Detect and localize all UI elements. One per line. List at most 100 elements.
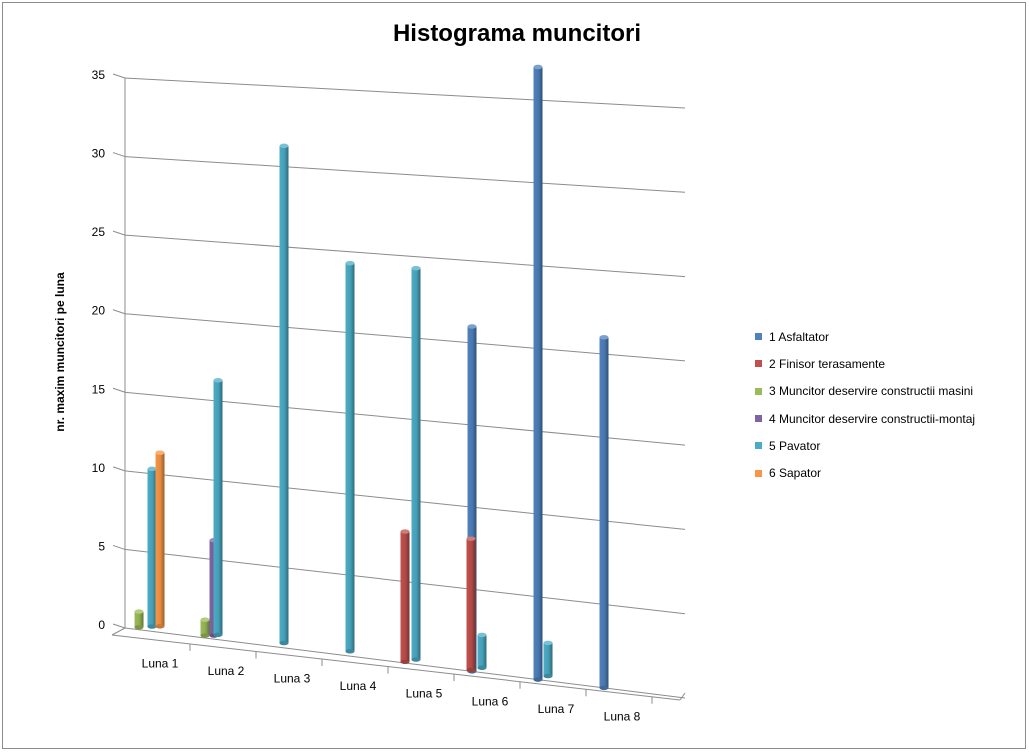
- bar-shade: [213, 380, 223, 635]
- y-tick-mark: [112, 230, 126, 236]
- bar-base-shade: [213, 632, 223, 638]
- y-tick-label: 20: [92, 304, 106, 318]
- y-tick-label: 30: [92, 147, 106, 161]
- bar: [279, 143, 289, 646]
- bar-top-highlight: [467, 324, 477, 329]
- bar-shade: [200, 619, 210, 636]
- bar-base: [477, 665, 487, 671]
- bar-top-highlight: [477, 632, 487, 638]
- bar-base: [466, 667, 476, 673]
- x-tick-label: Luna 7: [538, 702, 575, 716]
- bar-base-shade: [400, 659, 410, 664]
- bar-base-shade: [279, 640, 289, 646]
- bar-top: [213, 378, 223, 383]
- bar: [400, 529, 410, 664]
- bar: [200, 617, 210, 638]
- legend: 1 Asfaltator 2 Finisor terasamente 3 Munci…: [755, 323, 975, 487]
- bar: [543, 640, 553, 679]
- bar-base: [134, 625, 144, 630]
- bar-top-highlight: [543, 640, 553, 646]
- y-tick-label: 0: [98, 618, 105, 632]
- bar-top-highlight: [213, 378, 223, 383]
- x-axis-line: [111, 634, 681, 701]
- bar-base: [213, 632, 223, 638]
- bar-top: [466, 536, 476, 541]
- legend-swatch: [755, 469, 762, 477]
- bar-shade: [345, 263, 355, 652]
- legend-item: 3 Muncitor deservire constructii masini: [755, 378, 975, 405]
- legend-label: 3 Muncitor deservire constructii masini: [769, 384, 974, 399]
- bar-base-shade: [466, 667, 476, 673]
- bar-base-shade: [345, 649, 355, 654]
- bar-top: [155, 450, 165, 455]
- bar-top: [543, 640, 553, 646]
- legend-item: 5 Pavator: [755, 432, 975, 459]
- bar-top: [200, 617, 210, 622]
- bar-shade: [599, 337, 609, 688]
- bar-top: [147, 466, 157, 472]
- bar-base: [533, 677, 543, 682]
- bar-base-shade: [599, 685, 609, 691]
- x-tick-label: Luna 4: [340, 679, 377, 693]
- bar-base-shade: [147, 624, 157, 629]
- bar-base: [599, 685, 609, 691]
- legend-swatch: [755, 415, 762, 423]
- bar-base: [147, 624, 157, 629]
- bar-base-shade: [543, 673, 553, 679]
- y-tick-mark: [112, 466, 126, 472]
- legend-label: 2 Finisor terasamente: [769, 356, 886, 371]
- bar-top: [533, 64, 543, 70]
- y-tick-mark: [112, 544, 126, 550]
- bar-shade: [543, 642, 553, 677]
- bar-top-highlight: [466, 536, 476, 541]
- bar-base-shade: [155, 624, 165, 629]
- x-tick-label: Luna 5: [406, 687, 443, 701]
- x-tick-label: Luna 8: [604, 709, 641, 723]
- gridline: [124, 156, 686, 193]
- bar-shade: [155, 452, 165, 627]
- legend-label: 6 Sapator: [769, 466, 822, 481]
- bar-base-shade: [134, 625, 144, 630]
- bar: [599, 335, 609, 691]
- bar-top: [345, 260, 355, 266]
- y-tick-mark: [112, 152, 126, 158]
- bar-base: [543, 673, 553, 679]
- bar-top-highlight: [200, 617, 210, 622]
- chart-title: Histograma muncitori: [392, 20, 642, 47]
- legend-label: 4 Muncitor deservire constructii-montaj: [769, 411, 976, 426]
- legend-item: 4 Muncitor deservire constructii-montaj: [755, 405, 975, 432]
- bar-top-highlight: [155, 450, 165, 455]
- gridline: [124, 77, 686, 109]
- bar-top-highlight: [345, 260, 355, 266]
- bar: [345, 260, 355, 654]
- bar-shade: [400, 531, 410, 662]
- bar-shade: [134, 611, 144, 628]
- legend-swatch: [755, 442, 762, 450]
- bar-shade: [533, 67, 543, 680]
- bar-top: [467, 324, 477, 329]
- legend-item: 1 Asfaltator: [755, 323, 975, 350]
- bar-top: [599, 335, 609, 340]
- bar-base: [200, 633, 210, 638]
- bar-base-shade: [411, 657, 421, 662]
- bar-shade: [279, 145, 289, 644]
- legend-swatch: [755, 360, 762, 368]
- bar-top: [477, 632, 487, 638]
- bar-top-highlight: [400, 529, 410, 534]
- bar-base: [345, 649, 355, 654]
- bar: [134, 609, 144, 630]
- bar: [147, 466, 157, 629]
- bar-top-highlight: [134, 609, 144, 614]
- bar-shade: [466, 538, 476, 671]
- bar-shade: [467, 326, 477, 672]
- bar: [477, 632, 487, 671]
- legend-swatch: [755, 387, 762, 395]
- x-tick-label: Luna 2: [208, 664, 245, 678]
- bar-top: [134, 609, 144, 614]
- bar-shade: [147, 468, 157, 627]
- bar-top: [400, 529, 410, 534]
- y-tick-label: 15: [92, 382, 106, 396]
- bar-top-highlight: [599, 335, 609, 340]
- bar-top: [411, 265, 421, 271]
- legend-swatch: [755, 333, 762, 341]
